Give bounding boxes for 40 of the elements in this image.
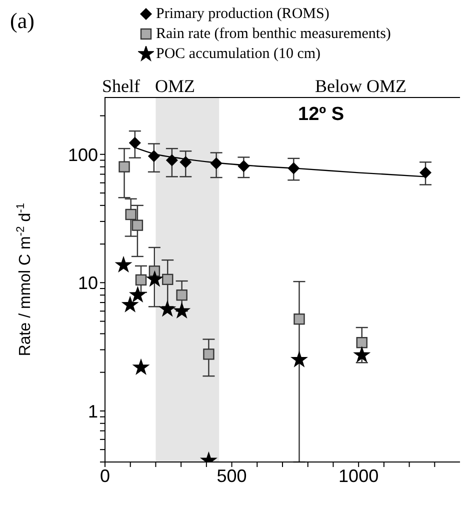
- x-tick-label: 500: [216, 466, 247, 486]
- legend-label: Primary production (ROMS): [156, 5, 330, 24]
- point: [210, 157, 222, 170]
- point: [203, 348, 214, 360]
- point: [356, 337, 368, 348]
- point: [162, 274, 174, 286]
- x-tick-label: 1000: [338, 466, 379, 486]
- y-tick-label: 100: [68, 144, 98, 165]
- point: [294, 313, 305, 325]
- point: [238, 160, 250, 172]
- point: [173, 302, 191, 319]
- point: [148, 150, 160, 162]
- point: [118, 161, 130, 172]
- point: [121, 296, 139, 312]
- text: OMZ: [155, 76, 195, 97]
- point: [132, 220, 144, 231]
- point: [288, 162, 300, 174]
- annotation: 12º S: [298, 104, 344, 126]
- point: [135, 274, 147, 286]
- point: [132, 358, 150, 375]
- point: [166, 154, 178, 166]
- text: Shelf: [102, 76, 140, 97]
- y-tick-label: 1: [88, 401, 98, 422]
- point: [420, 166, 432, 179]
- point: [180, 156, 192, 168]
- point: [176, 289, 188, 301]
- legend-label: Rain rate (from benthic measurements): [156, 25, 391, 44]
- legend-label: POC accumulation (10 cm): [156, 45, 321, 64]
- point: [125, 208, 136, 220]
- point: [114, 256, 132, 273]
- text: Below OMZ: [315, 76, 406, 97]
- point: [290, 350, 308, 368]
- point: [353, 346, 371, 363]
- text: (a): [10, 8, 34, 34]
- point: [158, 300, 176, 317]
- point: [128, 136, 141, 149]
- point: [128, 286, 146, 303]
- point: [146, 270, 164, 287]
- x-tick-label: 0: [100, 466, 110, 486]
- y-tick-label: 10: [78, 273, 98, 294]
